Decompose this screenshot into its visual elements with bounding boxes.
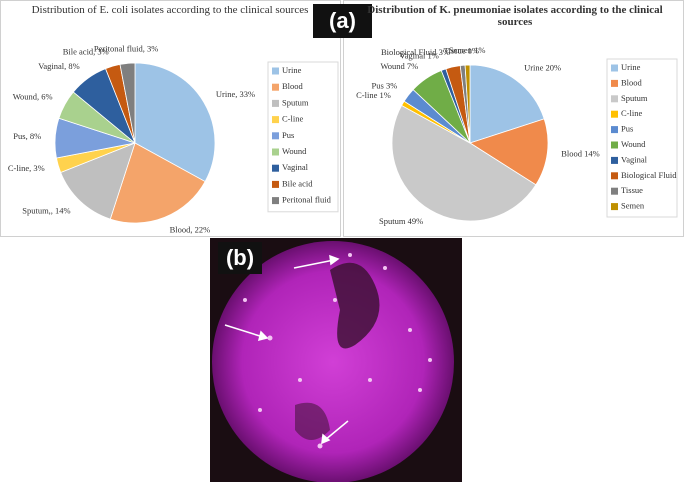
- legend-label: Sputum: [282, 97, 309, 107]
- data-label: Blood 14%: [561, 148, 600, 158]
- data-label: Vaginal, 8%: [38, 61, 80, 71]
- legend-swatch: [611, 203, 618, 211]
- panel-label: (a): [329, 8, 356, 33]
- legend-frame: [606, 58, 678, 218]
- legend-swatch: [611, 187, 618, 195]
- data-label: Tissue 1%: [444, 45, 479, 55]
- legend-label: C-line: [282, 114, 303, 124]
- data-label: Biological Fluid 3%: [381, 47, 450, 57]
- legend-swatch: [272, 116, 279, 124]
- data-label: Peritonal fluid, 3%: [94, 43, 158, 53]
- legend-label: Tissue: [621, 185, 643, 195]
- legend-label: Pus: [282, 130, 294, 140]
- legend-swatch: [272, 67, 279, 75]
- legend-swatch: [611, 64, 618, 72]
- pie-slice: [60, 142, 136, 220]
- data-label: Semen 1%: [449, 45, 486, 55]
- legend-label: Blood: [282, 81, 304, 91]
- data-label: Blood, 22%: [170, 224, 211, 234]
- legend-swatch: [611, 126, 618, 134]
- legend-swatch: [611, 95, 618, 103]
- data-label: C-line, 3%: [8, 163, 45, 173]
- data-label: Bile acid, 3%: [63, 47, 109, 57]
- legend-swatch: [611, 156, 618, 164]
- legend-swatch: [611, 141, 618, 149]
- legend-label: Vaginal: [282, 162, 309, 172]
- legend-label: Wound: [282, 146, 307, 156]
- title-box: Distribution of E. coli isolates accordi…: [31, 4, 309, 16]
- data-label: Urine 20%: [524, 63, 561, 73]
- pie-slice: [469, 118, 549, 186]
- pie-slice: [134, 62, 216, 183]
- pie-slice: [391, 104, 537, 222]
- data-label: Vaginal 1%: [399, 50, 438, 60]
- data-label: Urine, 33%: [216, 89, 255, 99]
- legend-swatch: [272, 197, 279, 205]
- micrograph: [210, 238, 462, 482]
- pie-slice: [469, 64, 545, 144]
- legend-swatch: [272, 180, 279, 188]
- pie-slice: [119, 62, 136, 144]
- legend-swatch: [272, 99, 279, 107]
- legend-label: Vaginal: [621, 154, 648, 164]
- chart-title: Distribution of K. pneumoniae isolates a…: [367, 4, 663, 28]
- legend-label: Sputum: [621, 93, 648, 103]
- data-label: Wound 7%: [380, 61, 418, 71]
- data-label: C-line 1%: [356, 90, 391, 100]
- legend-label: C-line: [621, 108, 642, 118]
- legend-frame: [267, 61, 339, 213]
- legend-swatch: [611, 110, 618, 118]
- legend-swatch: [611, 79, 618, 87]
- legend-label: Urine: [282, 65, 302, 75]
- data-label: Pus, 8%: [13, 131, 41, 141]
- data-label: Sputum 49%: [379, 216, 423, 226]
- legend-swatch: [611, 172, 618, 180]
- legend-label: Biological Fluid: [621, 170, 677, 180]
- legend-label: Semen: [621, 201, 645, 211]
- panel-b-badge: [218, 242, 262, 274]
- legend-label: Bile acid: [282, 178, 313, 188]
- legend-label: Pus: [621, 124, 633, 134]
- data-label: Wound, 6%: [13, 92, 53, 102]
- legend-label: Peritonal fluid: [282, 195, 332, 205]
- data-label: Pus 3%: [372, 81, 398, 91]
- legend-swatch: [272, 83, 279, 91]
- legend-label: Urine: [621, 62, 641, 72]
- panel-label: (b): [226, 245, 254, 270]
- title-box: Distribution of K. pneumoniae isolates a…: [367, 4, 663, 28]
- legend-swatch: [272, 132, 279, 140]
- legend-swatch: [272, 148, 279, 156]
- legend-swatch: [272, 164, 279, 172]
- panel-a-badge: [313, 4, 372, 38]
- legend-label: Blood: [621, 77, 643, 87]
- pie-slice: [109, 142, 206, 224]
- legend-label: Wound: [621, 139, 646, 149]
- data-label: Sputum,, 14%: [22, 205, 70, 215]
- chart-title: Distribution of E. coli isolates accordi…: [31, 4, 309, 16]
- pie-slice: [464, 64, 471, 144]
